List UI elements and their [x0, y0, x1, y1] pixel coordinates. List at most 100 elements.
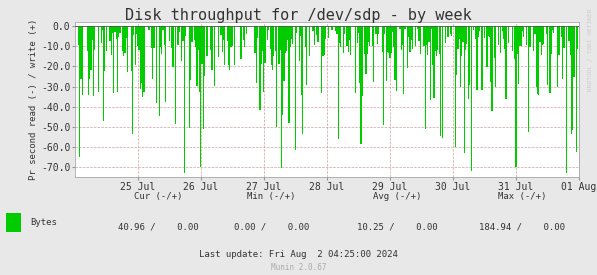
Bar [88, 26, 89, 95]
Bar [553, 26, 555, 33]
Bar [183, 26, 184, 41]
Bar [228, 26, 229, 65]
Bar [536, 26, 537, 87]
Bar [571, 26, 572, 134]
Bar [451, 26, 453, 36]
Bar [218, 26, 219, 57]
Bar [79, 26, 80, 157]
Bar [300, 26, 301, 36]
Bar [131, 26, 132, 71]
Bar [243, 26, 244, 40]
Bar [127, 26, 128, 72]
Bar [110, 26, 112, 55]
Bar [220, 26, 221, 35]
Bar [175, 26, 176, 124]
Bar [386, 26, 387, 81]
Bar [481, 26, 482, 90]
Bar [490, 26, 491, 82]
Bar [546, 26, 547, 34]
Bar [276, 26, 277, 127]
Bar [221, 26, 223, 52]
Bar [368, 26, 369, 42]
Bar [349, 26, 350, 40]
Bar [244, 26, 245, 47]
Bar [162, 26, 164, 30]
Bar [126, 26, 127, 38]
Bar [301, 26, 302, 95]
Bar [93, 26, 94, 96]
Bar [271, 26, 272, 65]
Bar [132, 26, 133, 134]
Bar [261, 26, 262, 64]
Bar [414, 26, 416, 46]
Text: 10.25 /    0.00: 10.25 / 0.00 [356, 222, 438, 231]
Bar [101, 26, 103, 29]
Text: Cur (-/+): Cur (-/+) [134, 192, 183, 201]
Bar [194, 26, 195, 40]
Bar [230, 26, 232, 47]
Bar [302, 26, 303, 134]
Bar [335, 26, 336, 31]
Bar [411, 26, 412, 40]
Bar [338, 26, 339, 139]
Bar [195, 26, 196, 47]
Bar [191, 26, 192, 42]
Bar [577, 26, 578, 48]
Bar [78, 26, 79, 45]
Bar [81, 26, 82, 79]
Bar [445, 26, 446, 43]
Bar [521, 26, 522, 46]
Bar [267, 26, 268, 40]
Bar [450, 26, 451, 34]
Bar [207, 26, 208, 56]
Bar [427, 26, 429, 55]
Bar [487, 26, 488, 67]
Bar [151, 26, 152, 48]
Bar [260, 26, 261, 111]
Bar [522, 26, 523, 31]
Text: Disk throughput for /dev/sdp - by week: Disk throughput for /dev/sdp - by week [125, 8, 472, 23]
Bar [476, 26, 478, 90]
Bar [275, 26, 276, 51]
Bar [460, 26, 461, 87]
Bar [364, 26, 365, 54]
Bar [196, 26, 198, 86]
Bar [214, 26, 215, 86]
Bar [171, 26, 173, 48]
Bar [211, 26, 213, 70]
Bar [547, 26, 548, 85]
Bar [378, 26, 379, 34]
Bar [141, 26, 142, 83]
Bar [268, 26, 269, 30]
Bar [436, 26, 437, 56]
Bar [496, 26, 497, 87]
Bar [232, 26, 233, 46]
Bar [383, 26, 384, 125]
Bar [292, 26, 293, 45]
Bar [177, 26, 179, 45]
Bar [491, 26, 493, 111]
Bar [156, 26, 157, 103]
Bar [417, 26, 418, 29]
Bar [463, 26, 464, 42]
Bar [328, 26, 329, 38]
Bar [241, 26, 242, 59]
Bar [432, 26, 433, 65]
Bar [181, 26, 183, 61]
Bar [473, 26, 474, 29]
Bar [528, 26, 530, 132]
Bar [168, 26, 170, 41]
Text: Avg (-/+): Avg (-/+) [373, 192, 421, 201]
Bar [367, 26, 368, 54]
Bar [139, 26, 140, 50]
Bar [254, 26, 256, 53]
Bar [284, 26, 285, 81]
Bar [503, 26, 504, 39]
Bar [549, 26, 550, 93]
Bar [161, 26, 162, 54]
Bar [359, 26, 360, 83]
Bar [458, 26, 460, 39]
Bar [224, 26, 225, 65]
Bar [318, 26, 319, 42]
Bar [199, 26, 200, 92]
